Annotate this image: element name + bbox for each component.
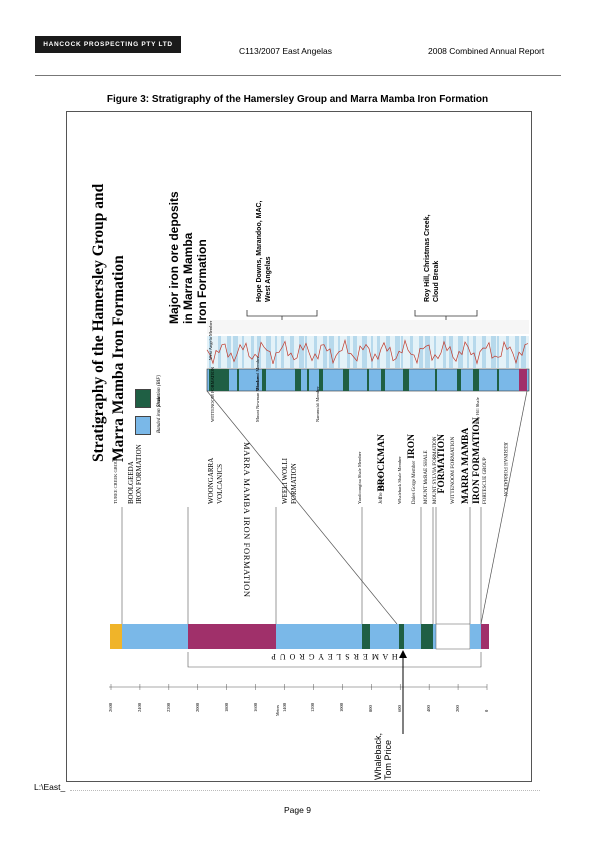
mcrae-band [421, 624, 433, 649]
axis-tick-label: 1400 [282, 703, 287, 712]
woongarra-band [188, 624, 276, 649]
axis-tick-label: 400 [426, 705, 431, 712]
axis-tick-label: 2200 [166, 703, 171, 712]
footer-rule [70, 790, 540, 791]
hamersley-group-label: H A M E R S L E Y G R O U P [187, 652, 481, 661]
boolgeeda-band [122, 624, 188, 649]
axis-tick-label: 2600 [108, 703, 113, 712]
fortescue-band [481, 624, 489, 649]
header-divider [35, 75, 561, 76]
axis-tick-label: 600 [397, 705, 402, 712]
unit-label: WEELI WOLLI [281, 458, 289, 504]
axis-tick-label: 800 [368, 705, 373, 712]
marra-mamba-band [470, 624, 481, 649]
company-logo: HANCOCK PROSPECTING PTY LTD [35, 36, 181, 53]
axis-tick-label: 1200 [310, 703, 315, 712]
unit-label: TUREE CREEK GROUP [113, 457, 118, 504]
dales-gorge-band [404, 624, 421, 649]
page-number: Page 9 [0, 805, 595, 815]
whaleback-label: Whaleback, Tom Price [373, 733, 393, 780]
report-title: 2008 Combined Annual Report [428, 46, 544, 56]
unit-label: FORTESCUE GROUP [483, 457, 488, 504]
wittenoom-band-main [436, 624, 470, 649]
unit-label: VOLCANICS [216, 464, 224, 504]
unit-label: WOONGARRA [207, 458, 215, 504]
axis-tick-label: 1800 [224, 703, 229, 712]
axis-tick-label: 1000 [339, 703, 344, 712]
marra-mamba-label: MARRA MAMBA IRON FORMATION [461, 417, 483, 504]
report-reference: C113/2007 East Angelas [239, 46, 332, 56]
unit-label: BOOLGEEDA [127, 461, 135, 504]
axis-tick-label: 1600 [253, 703, 258, 712]
axis-tick-label: 2400 [137, 703, 142, 712]
file-path: L:\East_ [34, 782, 65, 792]
stratigraphy-figure: Stratigraphy of the Hamersley Group and … [66, 111, 532, 782]
joffre-band [370, 624, 399, 649]
metres-label: Metres [275, 705, 280, 716]
yandicoogina-band [362, 624, 370, 649]
axis-tick-label: 2000 [195, 703, 200, 712]
figure-caption: Figure 3: Stratigraphy of the Hamersley … [0, 94, 595, 105]
unit-label: FORMATION [290, 463, 298, 504]
brockman-label-line: FORMATION [427, 434, 457, 504]
axis-tick-label: 200 [455, 705, 460, 712]
brockman-label-line: BROCKMAN [367, 434, 397, 504]
whaleback-shale-band [399, 624, 404, 649]
unit-label: Yandicoogina Shale Member [357, 452, 362, 504]
brockman-label: BROCKMAN IRON FORMATION [367, 434, 457, 504]
marra-mamba-label-line: IRON FORMATION [472, 417, 483, 504]
marra-mamba-label-line: MARRA MAMBA [461, 417, 472, 504]
unit-label: IRON FORMATION [135, 444, 143, 504]
brockman-label-line: IRON [397, 434, 427, 504]
mount-sylvia-band [433, 624, 436, 649]
turee-creek-band [110, 624, 122, 649]
weeli-wolli-band [276, 624, 362, 649]
axis-tick-label: 0 [484, 710, 489, 712]
